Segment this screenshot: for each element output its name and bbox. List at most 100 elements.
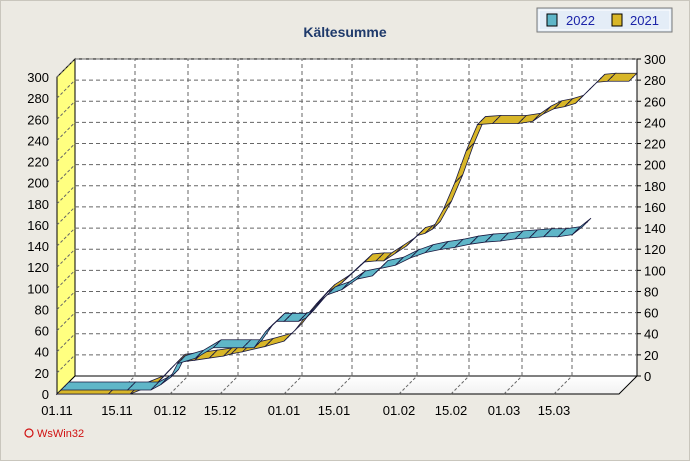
svg-text:WsWin32: WsWin32 [37,428,84,440]
data-point [216,343,218,345]
grid-line-wall [56,248,76,268]
data-point [268,327,271,329]
data-point [420,230,423,233]
data-point [480,119,483,122]
x-tick-label: 15.03 [538,403,571,418]
copyright-icon [24,428,34,438]
y-right-tick-label: 100 [644,263,666,278]
legend-label-2021: 2021 [630,13,659,28]
series-2022 [60,217,592,391]
ribbon-segment [572,217,592,235]
data-point [330,287,332,290]
y-right-tick-label: 20 [644,348,658,363]
data-point [309,313,311,315]
data-point [428,228,430,230]
data-point [557,104,559,106]
plot-left-wall [56,57,76,396]
data-point [345,278,347,280]
y-right-tick-label: 160 [644,200,666,215]
data-point [458,242,460,244]
data-point [319,299,321,301]
y-left-tick-label: 0 [42,387,49,402]
legend-swatch-2022 [546,13,558,27]
y-left-tick-label: 220 [27,155,49,170]
data-point [212,353,214,355]
data-point [180,357,182,359]
y-left-tick-label: 20 [35,366,49,381]
legend: 2022 2021 [536,7,673,33]
y-right-tick-label: 0 [644,369,651,384]
data-point [398,260,400,262]
data-point [164,380,166,382]
grid-line-floor [283,375,303,395]
x-tick-label: 15.01 [318,403,351,418]
x-tick-label: 01.11 [41,403,73,418]
data-point [379,256,381,258]
y-right-tick-label: 40 [644,327,658,342]
data-point [496,118,498,121]
data-point [302,316,304,318]
data-point [610,76,613,78]
data-point [375,271,378,273]
grid-line-wall [56,354,76,374]
y-right-tick-label: 240 [644,115,666,130]
grid-line-wall [56,58,76,78]
y-right-tick-label: 260 [644,94,666,109]
grid-line-wall [56,100,76,120]
grid-line-floor [219,375,239,395]
data-point [180,358,183,361]
ribbon-segment [60,381,137,391]
x-tick-label: 15.11 [101,403,133,418]
grid-line-wall [56,185,76,205]
grid-line-floor [503,375,523,395]
y-left-tick-label: 280 [27,91,49,106]
data-point [578,98,581,101]
data-point [535,116,538,118]
x-tick-label: 01.12 [154,403,187,418]
data-point [547,232,549,234]
grid-line-wall [56,122,76,141]
x-tick-label: 15.12 [204,403,237,418]
y-left-tick-label: 180 [27,197,49,212]
grid-line-floor [450,375,470,395]
y-right-tick-label: 60 [644,306,658,321]
data-point [632,76,634,78]
chart-title: Kältesumme [303,24,386,40]
grid-line-floor [398,375,418,395]
grid-line-floor [333,375,353,395]
y-right-tick-label: 280 [644,73,666,88]
y-right-tick-label: 120 [644,242,666,257]
grid-line-floor [553,375,573,395]
data-point [518,234,520,236]
data-point [360,274,362,276]
data-point [521,118,523,121]
data-point [367,257,370,259]
data-point [174,372,176,374]
data-point [387,256,389,258]
y-left-tick-label: 80 [35,302,49,317]
data-point [398,248,400,251]
data-point [154,385,156,387]
data-point [413,253,416,255]
data-point [458,178,460,180]
data-point [428,248,430,250]
data-point [435,224,438,226]
data-point [586,221,588,223]
y-left-tick-label: 240 [27,133,49,148]
y-right-tick-label: 80 [644,284,658,299]
grid-line-wall [56,79,76,99]
data-point [488,237,490,239]
grid-line-wall [56,164,76,184]
y-left-tick-label: 120 [27,260,49,275]
data-point [568,101,570,104]
data-point [131,385,133,387]
x-tick-label: 01.01 [268,403,301,418]
x-tick-label: 01.03 [488,403,521,418]
data-point [446,204,449,206]
data-point [546,109,548,111]
y-left-tick-label: 260 [27,112,49,127]
legend-swatch-2021 [611,13,623,27]
data-point [227,351,229,353]
y-left-tick-label: 300 [27,70,49,85]
